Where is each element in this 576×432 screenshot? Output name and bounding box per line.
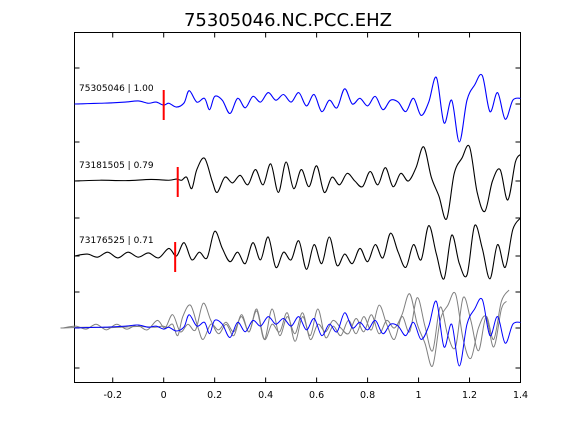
x-tick-label: 0.2	[207, 390, 222, 401]
trace-group	[74, 73, 521, 280]
x-tick-label: 0.6	[309, 390, 324, 401]
trace-label: 73181505 | 0.79	[79, 161, 154, 171]
trace-label: 75305046 | 1.00	[79, 84, 154, 94]
x-tick-label: 1.2	[462, 390, 477, 401]
trace-label: 73176525 | 0.71	[79, 236, 154, 246]
x-tick-label: 0.4	[258, 390, 273, 401]
x-tick-label: -0.2	[103, 390, 122, 401]
trace-labels: 75305046 | 1.00 73181505 | 0.79 73176525 |…	[79, 84, 154, 246]
x-tick-label: 1.4	[513, 390, 528, 401]
x-tick-label: 1	[416, 390, 422, 401]
x-tick-label: 0	[161, 390, 167, 401]
chart-title: 75305046.NC.PCC.EHZ	[184, 10, 392, 31]
trace-line	[74, 217, 521, 280]
trace-line	[74, 73, 521, 143]
axis-ticks	[74, 32, 521, 383]
overlay-trace-line	[74, 297, 521, 367]
overlay-trace-line	[60, 291, 507, 367]
pick-markers	[162, 90, 179, 272]
trace-line	[74, 144, 521, 220]
overlay-trace-line	[62, 289, 510, 352]
plot-frame	[74, 32, 521, 383]
x-tick-labels: -0.2 0 0.2 0.4 0.6 0.8 1 1.2 1.4	[103, 390, 528, 401]
overlay-group	[60, 289, 521, 367]
x-tick-label: 0.8	[360, 390, 375, 401]
